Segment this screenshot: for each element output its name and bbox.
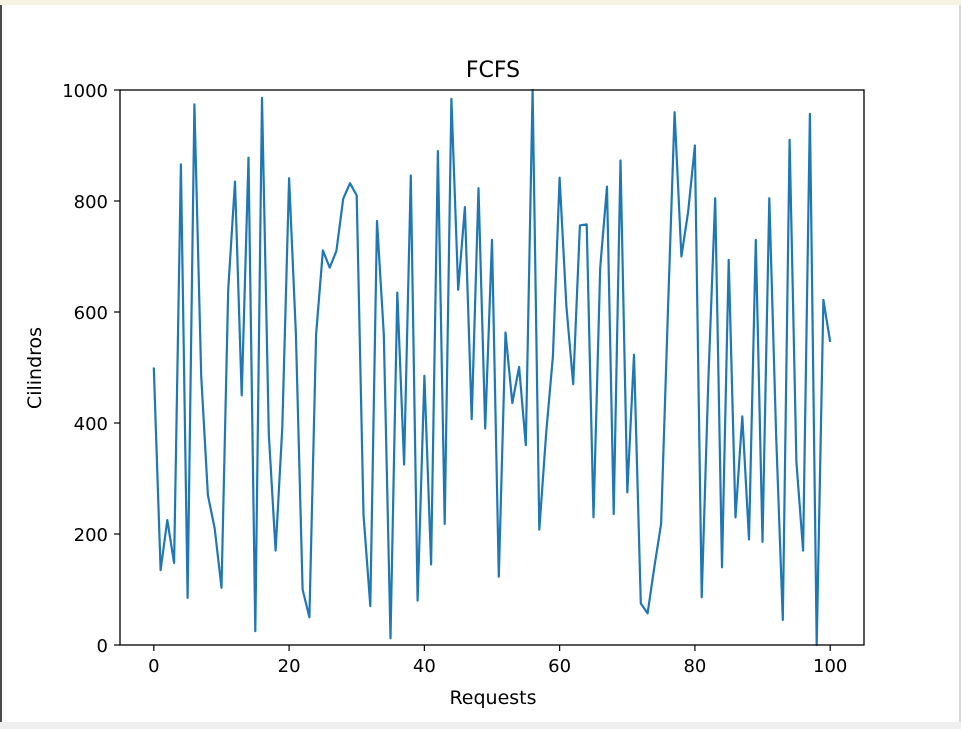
plot-frame [119, 89, 865, 646]
x-tick-label: 80 [683, 656, 706, 677]
x-axis-label: Requests [449, 687, 536, 709]
y-tick-label: 0 [97, 636, 108, 657]
window-right-edge [959, 5, 961, 722]
y-axis-label: Cilindros [24, 327, 46, 409]
window-left-edge [0, 5, 2, 722]
series-layer [152, 88, 832, 647]
chart-title: FCFS [466, 58, 520, 83]
x-tick-label: 40 [413, 656, 436, 677]
y-tick-label: 800 [74, 192, 108, 213]
y-tick-label: 400 [74, 414, 108, 435]
y-tick-label: 200 [74, 525, 108, 546]
window-top-strip [0, 0, 961, 5]
series-line [152, 88, 832, 647]
y-axis-ticks: 0 200 400 600 800 1000 [62, 81, 120, 657]
x-axis-ticks: 0 20 40 60 80 100 [148, 645, 847, 677]
x-tick-label: 60 [548, 656, 571, 677]
x-tick-label: 100 [813, 656, 847, 677]
y-tick-label: 1000 [62, 81, 108, 102]
window-bottom-strip [0, 722, 961, 729]
x-tick-label: 0 [148, 656, 159, 677]
x-tick-label: 20 [278, 656, 301, 677]
y-tick-label: 600 [74, 303, 108, 324]
